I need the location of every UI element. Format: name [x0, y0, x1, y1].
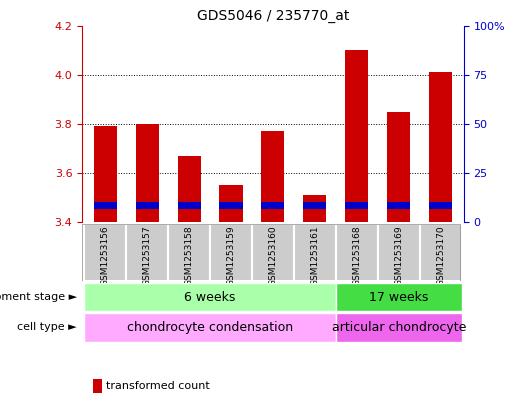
Text: development stage ►: development stage ►: [0, 292, 77, 302]
Bar: [219, 185, 243, 222]
Bar: [261, 131, 285, 222]
Text: 6 weeks: 6 weeks: [184, 290, 236, 304]
Bar: [345, 202, 368, 209]
Bar: [136, 124, 158, 222]
Bar: [84, 283, 336, 311]
Title: GDS5046 / 235770_at: GDS5046 / 235770_at: [197, 9, 349, 23]
Bar: [84, 224, 126, 281]
Bar: [294, 224, 336, 281]
Bar: [84, 313, 336, 342]
Bar: [94, 202, 117, 209]
Text: GSM1253156: GSM1253156: [101, 226, 110, 286]
Bar: [387, 112, 410, 222]
Text: GSM1253160: GSM1253160: [269, 226, 277, 286]
Bar: [345, 50, 368, 222]
Text: transformed count: transformed count: [106, 381, 210, 391]
Bar: [178, 202, 201, 209]
Bar: [136, 202, 158, 209]
Bar: [219, 202, 243, 209]
Text: GSM1253157: GSM1253157: [143, 226, 152, 286]
Bar: [378, 224, 420, 281]
Text: chondrocyte condensation: chondrocyte condensation: [127, 321, 293, 334]
Bar: [252, 224, 294, 281]
Text: GSM1253159: GSM1253159: [226, 226, 235, 286]
Bar: [210, 224, 252, 281]
Bar: [126, 224, 168, 281]
Text: GSM1253169: GSM1253169: [394, 226, 403, 286]
Bar: [336, 224, 378, 281]
Text: 17 weeks: 17 weeks: [369, 290, 428, 304]
Bar: [429, 202, 452, 209]
Text: cell type ►: cell type ►: [17, 322, 77, 332]
Bar: [303, 195, 326, 222]
Bar: [336, 313, 462, 342]
Bar: [178, 156, 201, 222]
Bar: [94, 126, 117, 222]
Text: GSM1253158: GSM1253158: [184, 226, 193, 286]
Text: GSM1253161: GSM1253161: [311, 226, 320, 286]
Bar: [420, 224, 462, 281]
Bar: [429, 72, 452, 222]
Text: articular chondrocyte: articular chondrocyte: [332, 321, 466, 334]
Bar: [336, 283, 462, 311]
Bar: [303, 202, 326, 209]
Bar: [261, 202, 285, 209]
Text: GSM1253170: GSM1253170: [436, 226, 445, 286]
Bar: [168, 224, 210, 281]
Text: GSM1253168: GSM1253168: [352, 226, 361, 286]
Bar: [387, 202, 410, 209]
